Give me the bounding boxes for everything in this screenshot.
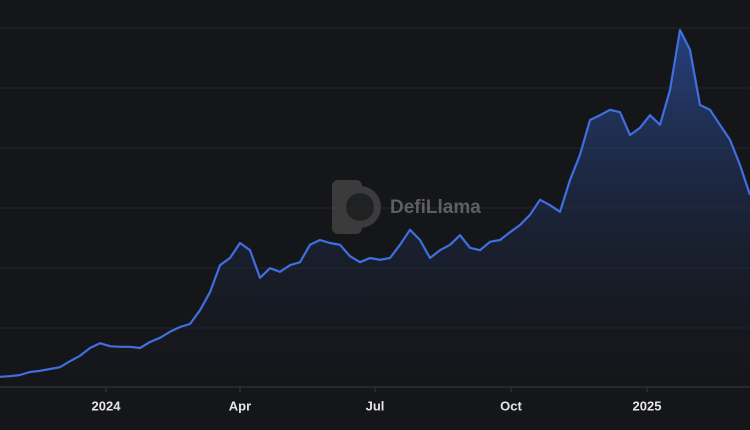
watermark-text: DefiLlama	[390, 197, 481, 218]
x-tick-label: Apr	[229, 398, 251, 413]
watermark: DefiLlama	[332, 180, 481, 234]
plot-area	[0, 28, 750, 387]
line	[0, 28, 750, 378]
x-tick-label: 2025	[633, 398, 662, 413]
watermark-logo	[346, 193, 374, 221]
x-tick-label: Oct	[500, 398, 522, 413]
x-tick-label: Jul	[366, 398, 385, 413]
area-fill	[0, 30, 750, 387]
x-tick-label: 2024	[92, 398, 122, 413]
